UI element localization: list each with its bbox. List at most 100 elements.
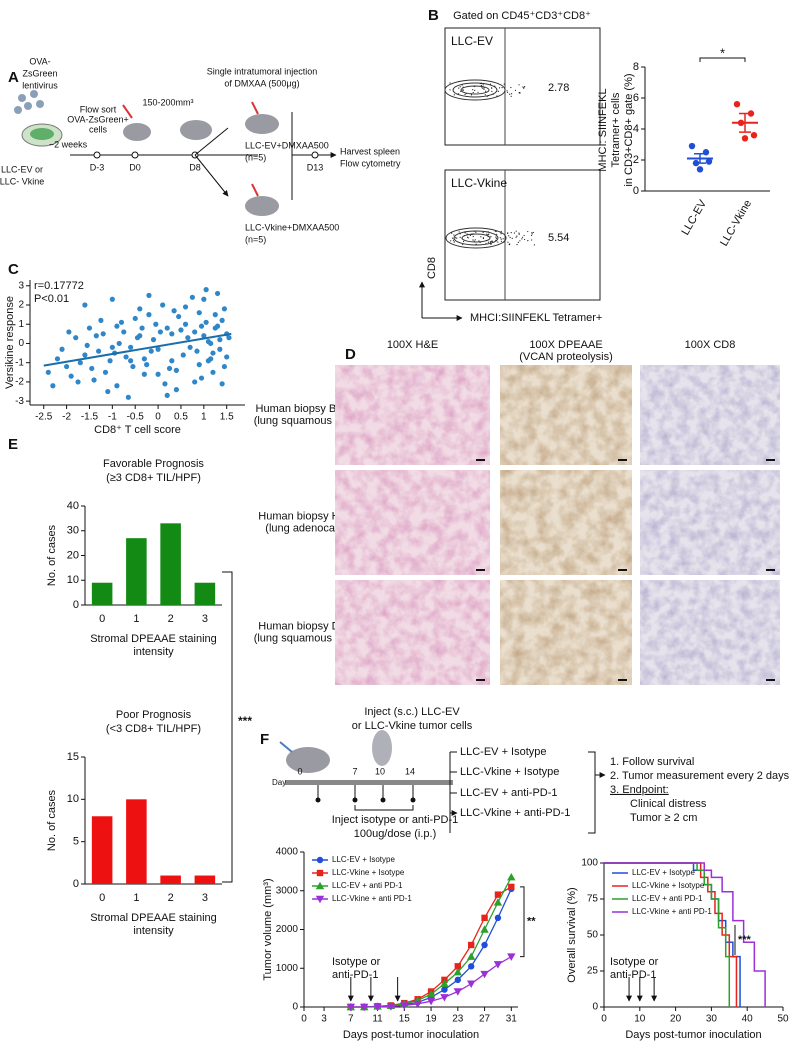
data-point (84, 342, 90, 348)
row-label: Human biopsy B12 (256, 403, 349, 415)
y-tick-label: 10 (67, 793, 79, 805)
flow-event (522, 86, 524, 88)
data-point (192, 379, 198, 385)
flow-event (477, 91, 479, 93)
bar (126, 538, 147, 605)
data-point (121, 329, 127, 335)
marker (346, 1003, 356, 1012)
flow-event (494, 85, 496, 87)
significance: *** (738, 934, 752, 946)
flow-event (508, 235, 510, 237)
survival-curve (604, 862, 731, 1007)
histology-texture (500, 580, 632, 685)
data-point (217, 337, 223, 343)
data-point (118, 319, 125, 325)
legend-label: LLC-Vkine + anti PD-1 (632, 907, 712, 916)
data-point (166, 365, 173, 372)
x-tick-label: -2.5 (35, 412, 53, 423)
flow-event (480, 236, 482, 238)
flow-event (518, 84, 520, 86)
gate-percent: 5.54 (548, 232, 569, 244)
y-tick-label: 4 (633, 123, 639, 135)
flow-event (472, 91, 474, 94)
flow-event (482, 84, 484, 86)
flow-event (495, 230, 497, 232)
x-axis-label: CD8⁺ T cell score (94, 424, 181, 436)
y-tick-label: 2 (633, 154, 639, 166)
histology-texture (640, 470, 780, 575)
gate-label: Gated on CD45⁺CD3⁺CD8⁺ (453, 10, 591, 22)
survival-curve (604, 862, 766, 1007)
data-point (164, 325, 170, 331)
data-point (100, 331, 106, 337)
protocol-step: 3. Endpoint: (610, 784, 669, 796)
x-tick-label: 40 (742, 1014, 754, 1025)
marker (507, 953, 516, 961)
flow-event (473, 230, 475, 232)
x-axis-label: intensity (133, 925, 174, 937)
flow-event (510, 232, 512, 234)
axis-label: MHCI:SIINFEKL Tetramer+ (470, 312, 602, 324)
y-tick-label: 100 (581, 858, 598, 869)
flow-event (510, 95, 512, 97)
flow-event (498, 87, 501, 89)
marker (440, 994, 449, 1002)
flow-event (462, 89, 465, 91)
flow-event (483, 87, 485, 89)
data-point (66, 329, 72, 335)
data-point (194, 348, 200, 354)
y-tick-label: 2 (18, 300, 24, 311)
flow-event (482, 231, 484, 234)
protocol-step: 1. Follow survival (610, 756, 694, 768)
x-tick-label: 15 (399, 1014, 411, 1025)
data-point (171, 308, 177, 314)
y-axis-label: Tetramer+ cells (610, 92, 622, 167)
x-tick-label: 3 (202, 613, 208, 625)
x-axis-label: Days post-tumor inoculation (343, 1029, 479, 1041)
data-point (198, 375, 205, 381)
significance: ** (527, 916, 536, 928)
data-point (139, 325, 145, 331)
flow-event (470, 93, 472, 95)
data-point (173, 387, 179, 393)
annotation: anti-PD-1 (610, 969, 656, 981)
flow-event (500, 230, 502, 233)
flow-event (450, 240, 452, 242)
x-tick-label: 3 (202, 892, 208, 904)
flow-event (463, 234, 465, 237)
flow-event (459, 236, 461, 238)
y-tick-label: 1 (18, 319, 24, 330)
data-point (205, 358, 212, 364)
data-point (93, 333, 99, 339)
flow-event (462, 86, 464, 88)
chart-title: Favorable Prognosis (103, 458, 204, 470)
trend-line (43, 332, 232, 367)
flow-event (530, 234, 533, 237)
x-tick-label: 3 (321, 1014, 327, 1025)
panel-b-flow-plots (419, 27, 601, 321)
flow-event (453, 241, 455, 243)
flow-event (449, 89, 451, 91)
x-tick-label: 10 (634, 1014, 646, 1025)
flow-event (490, 243, 492, 245)
data-point (107, 358, 113, 364)
flow-event (516, 235, 518, 237)
flow-event (491, 90, 493, 92)
flow-event (470, 94, 473, 96)
x-tick-label: -1.5 (81, 412, 99, 423)
annotation: Isotype or (332, 956, 381, 968)
flow-event (533, 244, 536, 246)
data-point (89, 365, 95, 372)
schematic-text: ZsGreen (22, 68, 57, 78)
bar (126, 799, 147, 884)
flow-event (510, 93, 513, 95)
bar (160, 523, 181, 605)
flow-event (506, 90, 508, 92)
y-tick-label: 30 (67, 525, 79, 537)
flow-event (475, 231, 477, 233)
marker (454, 976, 462, 984)
data-point (164, 392, 170, 398)
flow-event (489, 83, 492, 85)
